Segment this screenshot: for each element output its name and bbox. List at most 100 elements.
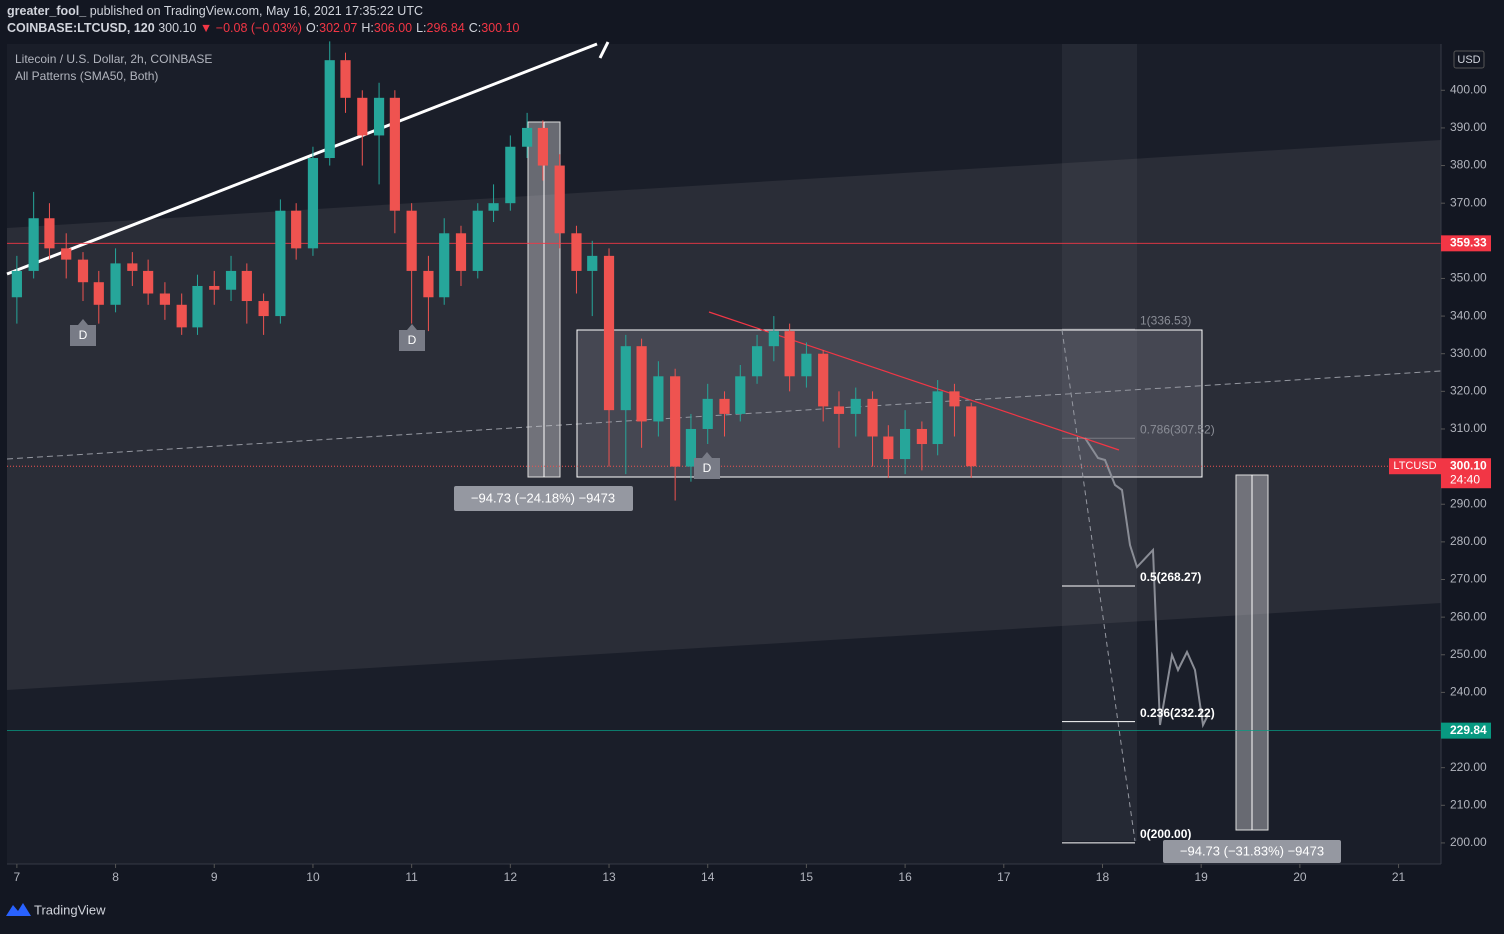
candle-body: [423, 270, 434, 298]
pattern-marker: [399, 324, 425, 351]
candle-body: [932, 391, 943, 445]
y-tick-label: 310.00: [1450, 421, 1487, 435]
candle-body: [357, 97, 368, 136]
candle-body: [439, 233, 450, 298]
measure-label: −94.73 (−24.18%) −9473: [471, 490, 615, 505]
candle-body: [192, 285, 203, 328]
candle-body: [653, 376, 664, 422]
x-tick-label: 18: [1096, 870, 1110, 884]
y-tick-label: 200.00: [1450, 835, 1487, 849]
x-tick-label: 8: [112, 870, 119, 884]
candle-body: [406, 210, 417, 271]
price-label: 359.33: [1450, 236, 1487, 250]
candle-body: [472, 210, 483, 271]
candle-body: [818, 353, 829, 407]
price-label-bg: [1441, 722, 1491, 739]
ohlc-key: C:: [469, 21, 482, 35]
candle-body: [127, 263, 138, 271]
x-tick-label: 16: [898, 870, 912, 884]
candle-body: [685, 428, 697, 467]
fib-label: 0(200.00): [1140, 827, 1191, 841]
candle-body: [571, 233, 582, 271]
y-tick-label: 380.00: [1450, 158, 1487, 172]
candle-body: [900, 428, 911, 460]
candle-body: [670, 376, 681, 467]
candle-body: [389, 97, 400, 211]
y-tick-label: 390.00: [1450, 120, 1487, 134]
y-tick-label: 330.00: [1450, 346, 1487, 360]
y-tick-label: 340.00: [1450, 308, 1487, 322]
brand: TradingView: [34, 902, 106, 917]
x-tick-label: 13: [602, 870, 616, 884]
y-tick-label: 210.00: [1450, 797, 1487, 811]
candle-body: [307, 158, 319, 249]
x-tick-label: 21: [1392, 870, 1406, 884]
candle-body: [258, 301, 269, 317]
y-tick-label: 290.00: [1450, 496, 1487, 510]
candle-body: [159, 293, 171, 305]
ohlc-value: 306.00: [374, 21, 412, 35]
projection-path: [1084, 437, 1209, 729]
candle-body: [850, 398, 861, 414]
y-tick-label: 240.00: [1450, 685, 1487, 699]
fib-label: 1(336.53): [1140, 313, 1191, 327]
chart-title: Litecoin / U.S. Dollar, 2h, COINBASE: [15, 52, 212, 66]
price-label: 229.84: [1450, 723, 1487, 737]
fib-label: 0.236(232.22): [1140, 706, 1215, 720]
candle-body: [143, 270, 154, 294]
candle-body: [11, 270, 22, 298]
fib-zone: [1062, 44, 1137, 841]
header-line: greater_fool_ published on TradingView.c…: [7, 4, 423, 18]
x-tick-label: 9: [211, 870, 218, 884]
last-price-label: 300.10: [1450, 458, 1487, 472]
x-tick-label: 12: [504, 870, 518, 884]
pattern-label: D: [703, 461, 712, 475]
candle-body: [949, 391, 960, 407]
y-tick-label: 280.00: [1450, 534, 1487, 548]
trend-line: [598, 41, 610, 59]
candle-body: [340, 60, 351, 98]
candle-body: [373, 97, 385, 136]
candle-body: [966, 406, 977, 467]
countdown: 24:40: [1450, 472, 1480, 486]
pattern-marker: [694, 452, 720, 479]
trend-line: [6, 42, 598, 276]
y-tick-label: 350.00: [1450, 271, 1487, 285]
candle-body: [735, 376, 746, 414]
x-tick-label: 15: [800, 870, 814, 884]
candle-body: [522, 127, 533, 147]
published: published on TradingView.com, May 16, 20…: [90, 4, 423, 18]
candle-body: [61, 248, 72, 260]
candle-body: [537, 127, 548, 166]
candle-body: [867, 398, 878, 437]
x-tick-label: 7: [14, 870, 21, 884]
x-tick-label: 14: [701, 870, 715, 884]
candle-body: [505, 146, 516, 204]
x-tick-label: 20: [1293, 870, 1307, 884]
y-tick-label: 370.00: [1450, 195, 1487, 209]
candle-body: [324, 60, 335, 159]
header-line: COINBASE:LTCUSD, 120 300.10 ▼ −0.08 (−0.…: [7, 21, 520, 35]
candle-body: [587, 255, 598, 271]
candle-body: [801, 353, 812, 377]
fib-label: 0.786(307.52): [1140, 422, 1215, 436]
y-tick-label: 220.00: [1450, 760, 1487, 774]
candle-body: [833, 406, 845, 414]
x-tick-label: 11: [405, 870, 418, 884]
pattern-label: D: [408, 333, 417, 347]
candle-body: [620, 346, 631, 411]
ohlc-key: H:: [361, 21, 374, 35]
y-tick-label: 250.00: [1450, 647, 1487, 661]
candle-body: [883, 436, 894, 460]
publisher: greater_fool_: [7, 4, 87, 18]
x-tick-label: 19: [1194, 870, 1208, 884]
candle-body: [603, 255, 615, 411]
y-tick-label: 270.00: [1450, 572, 1487, 586]
chart-subtitle: All Patterns (SMA50, Both): [15, 69, 158, 83]
y-tick-label: 400.00: [1450, 82, 1487, 96]
currency: USD: [1457, 54, 1480, 66]
last-price-bg: [1441, 458, 1491, 489]
price: 300.10: [158, 21, 196, 35]
